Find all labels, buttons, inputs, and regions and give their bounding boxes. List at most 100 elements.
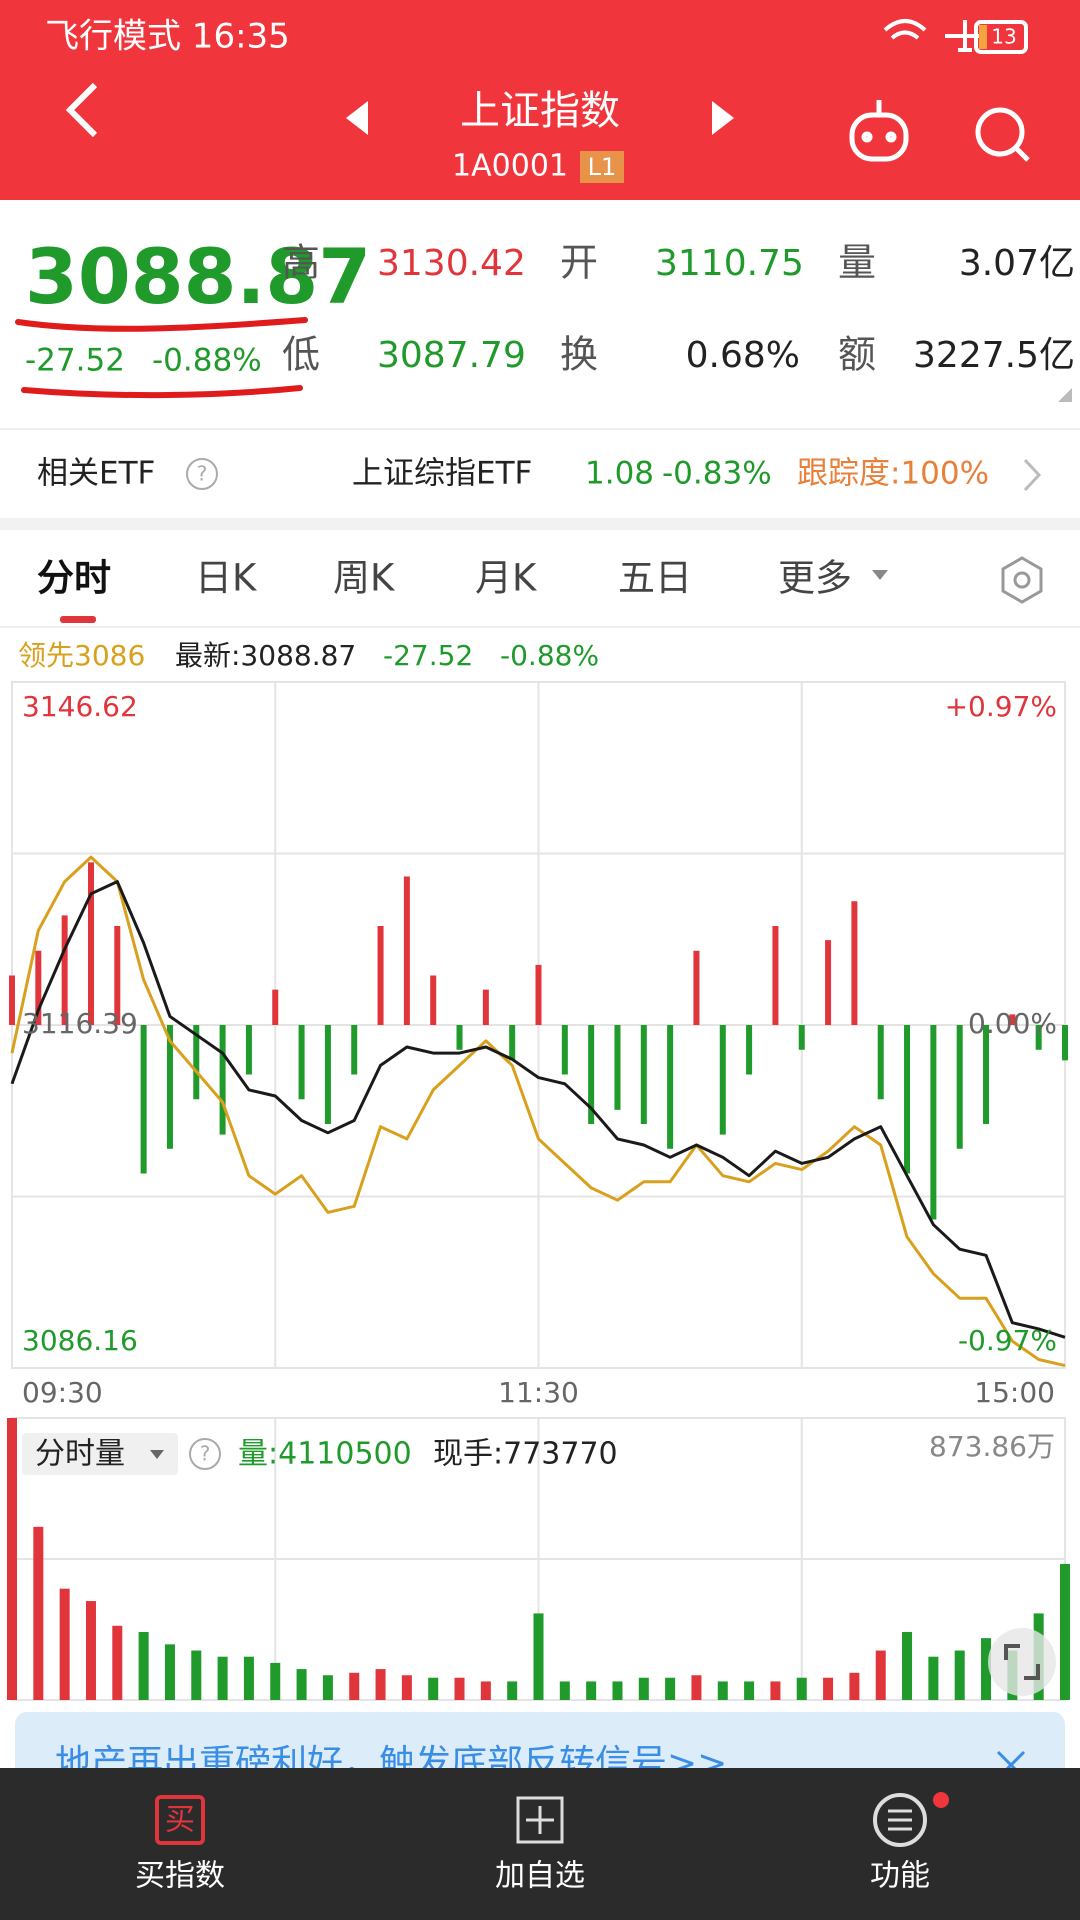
field-label: 额 [838, 333, 876, 377]
strength-bar [746, 1025, 753, 1075]
nav-label[interactable]: 买指数 [135, 1859, 225, 1894]
menu-glyph [888, 1809, 912, 1831]
volume-bar [59, 1588, 70, 1700]
field-value: 0.68% [686, 335, 800, 376]
volume-bar [717, 1681, 728, 1700]
volume-bar [875, 1650, 886, 1700]
volume-bar [428, 1677, 439, 1700]
strength-bar [983, 1025, 990, 1125]
strength-bar [509, 1025, 516, 1061]
tab-indicator [60, 616, 96, 623]
field-label: 开 [560, 241, 598, 285]
help-icon[interactable] [189, 1438, 221, 1470]
strength-bar [403, 876, 410, 1025]
volume-bar [770, 1681, 781, 1700]
settings-icon-center [1013, 571, 1031, 589]
notification-dot [933, 1792, 949, 1808]
volume-bar [849, 1672, 860, 1700]
tab[interactable]: 分时 [37, 557, 111, 600]
field-value: 3.07亿 [959, 243, 1075, 284]
divider [0, 428, 1080, 430]
add-icon[interactable] [516, 1796, 564, 1844]
volume-bar [586, 1681, 597, 1700]
tab[interactable]: 日K [195, 557, 258, 600]
volume-bar [1060, 1563, 1070, 1700]
header-title: 上证指数 [460, 88, 620, 134]
price-line [10, 855, 1066, 1368]
strength-bar [430, 975, 437, 1025]
legend-entry: 最新:3088.87 [175, 639, 356, 672]
more-arrow[interactable] [872, 570, 888, 580]
volume-bar [33, 1526, 44, 1700]
expand-button[interactable] [988, 1628, 1056, 1696]
settings-icon[interactable] [1001, 556, 1043, 604]
field-value: 3130.42 [377, 243, 526, 284]
etf-name[interactable]: 上证综指ETF [352, 456, 532, 492]
tab[interactable]: 更多 [778, 557, 852, 600]
strength-bar [140, 1025, 147, 1174]
last-price: 3088.87 [25, 232, 371, 321]
volume-bar [138, 1631, 149, 1700]
volume-bar [243, 1656, 254, 1700]
etf-change: -0.83% [662, 456, 772, 492]
strength-bar [719, 1025, 726, 1135]
y-tick-label: 3146.62 [22, 690, 138, 723]
tab[interactable]: 周K [333, 557, 396, 600]
field-label: 量 [838, 241, 876, 285]
next-button[interactable] [712, 101, 734, 135]
tab[interactable]: 月K [475, 557, 538, 600]
field-value: 3087.79 [377, 335, 526, 376]
prev-button[interactable] [346, 101, 368, 135]
volume-bar [796, 1677, 807, 1700]
help-icon[interactable] [186, 458, 218, 490]
strength-bar [825, 940, 832, 1025]
volume-bar [349, 1672, 360, 1700]
help-glyph: ? [197, 462, 208, 486]
volume-bar [85, 1601, 96, 1700]
etf-label: 相关ETF [37, 456, 155, 492]
help-glyph: ? [200, 1442, 211, 1466]
legend-change-pct: -0.88% [500, 639, 599, 672]
current-label: 现手:773770 [433, 1437, 618, 1472]
volume-selector-bg[interactable] [22, 1433, 178, 1475]
back-button[interactable] [65, 82, 98, 138]
x-tick-label: 15:00 [974, 1376, 1055, 1409]
volume-bar [665, 1677, 676, 1700]
tab[interactable]: 五日 [618, 557, 692, 600]
field-label: 低 [282, 333, 320, 377]
y2-tick-label: +0.97% [945, 690, 1057, 723]
volume-bar [164, 1644, 175, 1700]
etf-chevron[interactable] [1023, 458, 1042, 492]
y-tick-label: 873.86万 [929, 1430, 1055, 1463]
menu-icon[interactable] [873, 1793, 927, 1847]
volume-bar [533, 1613, 544, 1700]
volume-bar [112, 1625, 123, 1700]
volume-bar [638, 1677, 649, 1700]
battery-text: 13 [991, 25, 1016, 49]
volume-bar [270, 1662, 281, 1700]
wifi-icon [883, 19, 927, 40]
strength-bar [956, 1025, 963, 1149]
field-value: 3110.75 [655, 243, 804, 284]
annotation-underline [21, 385, 303, 399]
price-chart: 3146.62 3116.39 3086.16 +0.97% 0.00% -0.97% 09… [9, 639, 1068, 1409]
nav-label[interactable]: 加自选 [495, 1859, 585, 1894]
y-tick-label: 3086.16 [22, 1324, 138, 1357]
volume-label: 量:4110500 [238, 1437, 412, 1472]
nav-label[interactable]: 功能 [870, 1859, 930, 1894]
field-label: 换 [560, 333, 598, 377]
search-button[interactable] [975, 107, 1030, 162]
robot-button[interactable] [849, 100, 909, 162]
buy-icon[interactable] [155, 1795, 205, 1845]
volume-bar [217, 1656, 228, 1700]
volume-title[interactable]: 分时量 [35, 1437, 125, 1472]
strength-bar [1009, 1014, 1016, 1025]
strength-bar [535, 964, 542, 1025]
strength-bar [87, 862, 94, 1025]
annotation-underline [15, 317, 308, 332]
x-tick-label: 11:30 [498, 1376, 579, 1409]
volume-bar [375, 1669, 386, 1700]
